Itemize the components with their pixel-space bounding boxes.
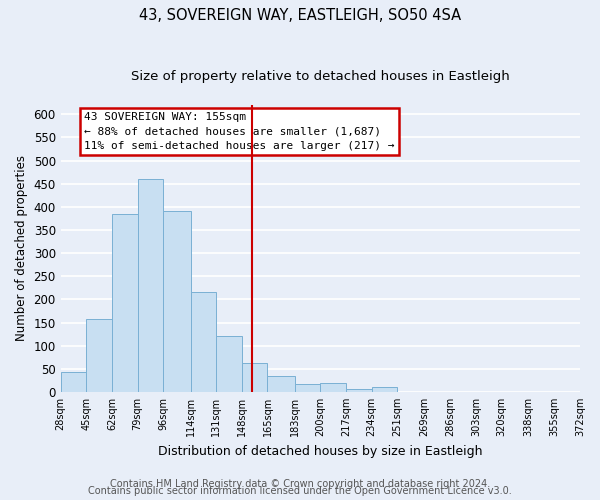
Title: Size of property relative to detached houses in Eastleigh: Size of property relative to detached ho… [131,70,510,83]
Bar [112,214,137,392]
Bar [346,389,371,392]
Bar [61,372,86,392]
X-axis label: Distribution of detached houses by size in Eastleigh: Distribution of detached houses by size … [158,444,482,458]
Text: Contains public sector information licensed under the Open Government Licence v3: Contains public sector information licen… [88,486,512,496]
Text: 43, SOVEREIGN WAY, EASTLEIGH, SO50 4SA: 43, SOVEREIGN WAY, EASTLEIGH, SO50 4SA [139,8,461,22]
Bar [163,212,191,392]
Text: 43 SOVEREIGN WAY: 155sqm
← 88% of detached houses are smaller (1,687)
11% of sem: 43 SOVEREIGN WAY: 155sqm ← 88% of detach… [84,112,395,151]
Bar [295,384,320,392]
Bar [137,179,163,392]
Bar [216,336,242,392]
Bar [320,382,346,392]
Bar [86,319,112,392]
Text: Contains HM Land Registry data © Crown copyright and database right 2024.: Contains HM Land Registry data © Crown c… [110,479,490,489]
Bar [371,388,397,392]
Bar [242,363,268,392]
Bar [268,376,295,392]
Bar [191,292,216,392]
Y-axis label: Number of detached properties: Number of detached properties [15,156,28,342]
